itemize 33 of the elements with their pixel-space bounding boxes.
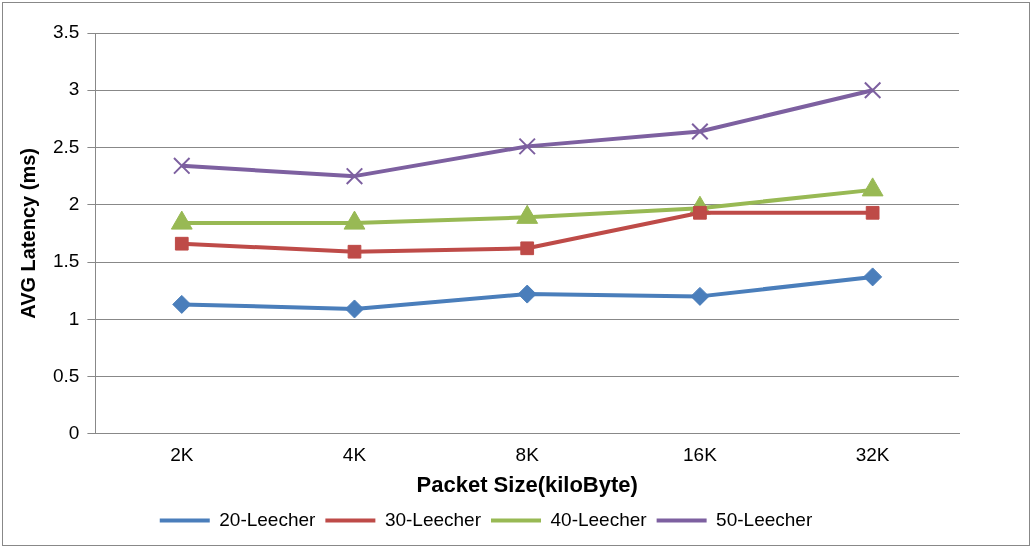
point [518,137,536,156]
point [174,236,189,251]
point [517,284,537,304]
y-tick-label: 0.5 [52,364,80,386]
y-tick-label: 0 [68,422,80,444]
y-tick-label: 2.5 [52,135,80,157]
x-tick-label: 4K [342,444,367,466]
x-axis-title: Packet Size(kiloByte) [416,471,638,497]
point [863,81,882,100]
y-tick-label: 3.5 [52,21,80,43]
legend-label: 20-Leecher [219,508,317,530]
point [865,205,880,220]
point [863,267,883,287]
x-tick-label: 16K [683,444,718,466]
y-axis-title: AVG Latency (ms) [16,148,39,319]
point [347,244,362,259]
point [520,241,535,256]
point [172,294,192,314]
x-tick-label: 2K [170,444,194,466]
point [690,286,710,306]
x-tick-label: 32K [855,444,890,466]
y-tick-label: 3 [68,78,80,100]
y-tick-label: 1 [68,307,80,329]
point [344,299,364,319]
y-tick-label: 2 [68,193,80,215]
y-tick-label: 1.5 [52,250,80,272]
legend-label: 30-Leecher [384,508,482,530]
legend-label: 50-Leecher [716,508,813,530]
point [691,122,709,141]
point [345,167,364,185]
x-tick-label: 8K [515,444,540,466]
legend-label: 40-Leecher [550,508,648,530]
point [172,157,191,175]
